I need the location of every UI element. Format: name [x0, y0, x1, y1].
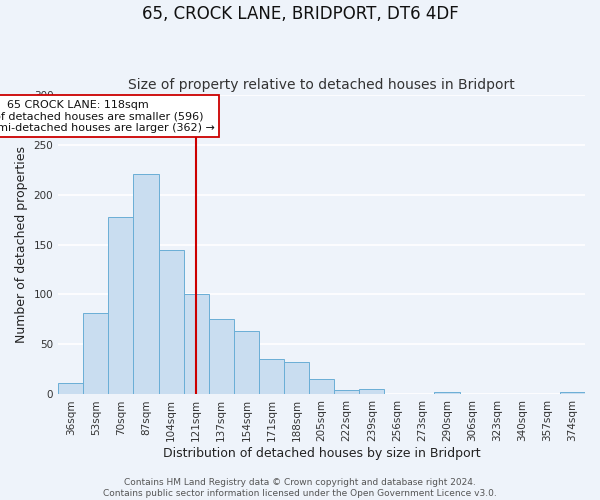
Bar	[359, 390, 385, 394]
Bar	[109, 216, 133, 394]
X-axis label: Distribution of detached houses by size in Bridport: Distribution of detached houses by size …	[163, 447, 481, 460]
Bar	[58, 384, 83, 394]
Text: 65 CROCK LANE: 118sqm
← 62% of detached houses are smaller (596)
37% of semi-det: 65 CROCK LANE: 118sqm ← 62% of detached …	[0, 100, 215, 133]
Bar	[133, 174, 158, 394]
Bar	[234, 332, 259, 394]
Bar	[83, 314, 109, 394]
Bar	[334, 390, 359, 394]
Bar	[284, 362, 309, 394]
Bar	[560, 392, 585, 394]
Bar	[434, 392, 460, 394]
Text: Contains HM Land Registry data © Crown copyright and database right 2024.
Contai: Contains HM Land Registry data © Crown c…	[103, 478, 497, 498]
Bar	[158, 250, 184, 394]
Bar	[209, 320, 234, 394]
Bar	[184, 294, 209, 394]
Bar	[309, 380, 334, 394]
Bar	[259, 360, 284, 394]
Text: 65, CROCK LANE, BRIDPORT, DT6 4DF: 65, CROCK LANE, BRIDPORT, DT6 4DF	[142, 5, 458, 23]
Y-axis label: Number of detached properties: Number of detached properties	[15, 146, 28, 343]
Title: Size of property relative to detached houses in Bridport: Size of property relative to detached ho…	[128, 78, 515, 92]
